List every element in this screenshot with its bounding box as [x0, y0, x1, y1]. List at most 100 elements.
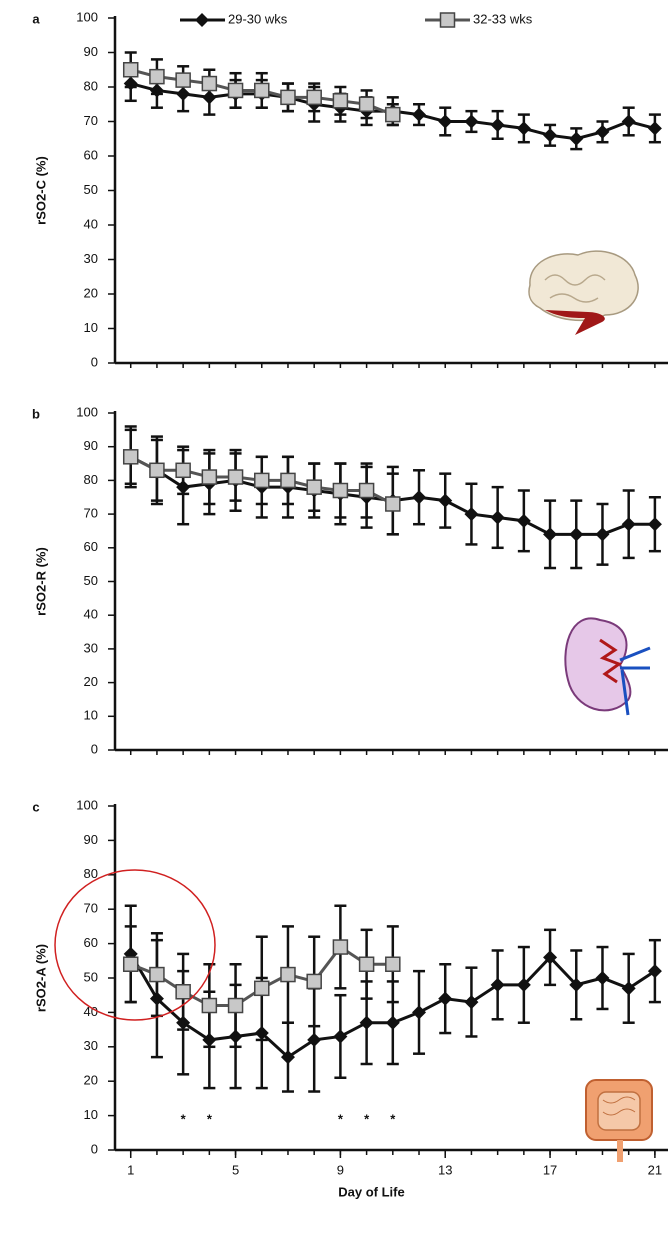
legend-label: 32-33 wks: [473, 11, 533, 26]
marker-square: [332, 482, 349, 499]
marker-square: [358, 96, 375, 112]
y-tick-label: 60: [84, 935, 98, 950]
y-tick-label: 50: [84, 969, 98, 984]
marker-diamond: [464, 995, 479, 1010]
y-tick-label: 10: [84, 708, 98, 723]
marker-square: [385, 956, 401, 972]
brain-icon: [528, 250, 639, 335]
marker-square: [280, 472, 296, 489]
marker-diamond: [307, 1032, 322, 1047]
marker-diamond: [595, 124, 610, 139]
marker-diamond: [543, 950, 558, 965]
y-tick-label: 100: [76, 9, 98, 24]
marker-square: [280, 966, 296, 983]
y-axis-label: rSO2-C (%): [33, 156, 48, 225]
significance-star: *: [390, 1111, 396, 1126]
marker-square: [149, 966, 165, 983]
kidney-icon: [564, 617, 651, 716]
marker-diamond: [412, 490, 427, 505]
marker-square: [306, 973, 322, 990]
marker-diamond: [359, 1015, 374, 1030]
y-tick-label: 20: [84, 674, 98, 689]
marker-square: [149, 462, 165, 479]
marker-diamond: [621, 517, 636, 532]
x-tick-label: 9: [337, 1162, 344, 1177]
marker-square: [358, 482, 375, 499]
marker-diamond: [464, 507, 479, 522]
marker-diamond: [490, 117, 505, 132]
y-tick-label: 30: [84, 251, 98, 266]
marker-square: [175, 72, 191, 88]
marker-diamond: [569, 527, 584, 542]
legend-label: 29-30 wks: [228, 11, 288, 26]
marker-diamond: [543, 527, 558, 542]
marker-square: [201, 469, 218, 485]
marker-diamond: [595, 971, 610, 985]
marker-square: [175, 462, 191, 479]
y-tick-label: 0: [91, 1141, 98, 1156]
marker-diamond: [412, 1005, 427, 1020]
y-tick-label: 40: [84, 216, 98, 231]
marker-diamond: [280, 1050, 295, 1065]
marker-diamond: [438, 991, 453, 1006]
marker-square: [201, 75, 218, 92]
y-tick-label: 70: [84, 901, 98, 916]
y-tick-label: 30: [84, 640, 98, 655]
y-tick-label: 40: [84, 607, 98, 622]
y-tick-label: 40: [84, 1004, 98, 1019]
marker-diamond: [621, 981, 636, 996]
x-tick-label: 1: [127, 1162, 134, 1177]
marker-diamond: [333, 1029, 348, 1044]
y-tick-label: 30: [84, 1038, 98, 1053]
marker-diamond: [516, 977, 531, 992]
marker-square: [122, 956, 139, 972]
marker-square: [254, 980, 270, 997]
marker-diamond: [490, 510, 505, 525]
marker-square: [280, 89, 296, 106]
x-tick-label: 5: [232, 1162, 239, 1177]
marker-square: [358, 956, 375, 972]
marker-diamond: [569, 977, 584, 992]
y-tick-label: 0: [91, 354, 98, 369]
y-tick-label: 20: [84, 285, 98, 300]
y-tick-label: 90: [84, 832, 98, 847]
y-tick-label: 0: [91, 741, 98, 756]
panel-label: a: [32, 11, 40, 26]
y-tick-label: 100: [76, 404, 98, 419]
y-tick-label: 20: [84, 1073, 98, 1088]
x-tick-label: 17: [543, 1162, 557, 1177]
legend-marker: [195, 13, 209, 27]
marker-square: [227, 997, 244, 1014]
y-tick-label: 90: [84, 44, 98, 59]
marker-square: [122, 62, 139, 78]
significance-star: *: [364, 1111, 370, 1126]
panel-label: c: [32, 799, 39, 814]
x-tick-label: 21: [648, 1162, 662, 1177]
marker-diamond: [385, 1015, 400, 1030]
y-tick-label: 60: [84, 147, 98, 162]
marker-diamond: [647, 517, 662, 532]
marker-diamond: [595, 527, 610, 542]
marker-square: [332, 93, 349, 109]
marker-square: [332, 939, 349, 955]
significance-star: *: [207, 1111, 213, 1126]
y-tick-label: 90: [84, 438, 98, 453]
marker-diamond: [438, 114, 453, 129]
marker-diamond: [647, 121, 662, 136]
y-axis-label: rSO2-A (%): [33, 944, 48, 1012]
y-tick-label: 60: [84, 539, 98, 554]
marker-diamond: [516, 121, 531, 136]
intestine-icon: [585, 1079, 653, 1162]
y-tick-label: 80: [84, 866, 98, 881]
marker-diamond: [516, 513, 531, 528]
marker-square: [385, 106, 401, 123]
marker-diamond: [569, 131, 584, 146]
marker-square: [227, 82, 244, 99]
legend-marker: [439, 12, 456, 28]
y-tick-label: 80: [84, 78, 98, 93]
marker-square: [306, 479, 322, 495]
y-tick-label: 50: [84, 573, 98, 588]
marker-diamond: [464, 114, 479, 129]
y-tick-label: 10: [84, 1107, 98, 1122]
